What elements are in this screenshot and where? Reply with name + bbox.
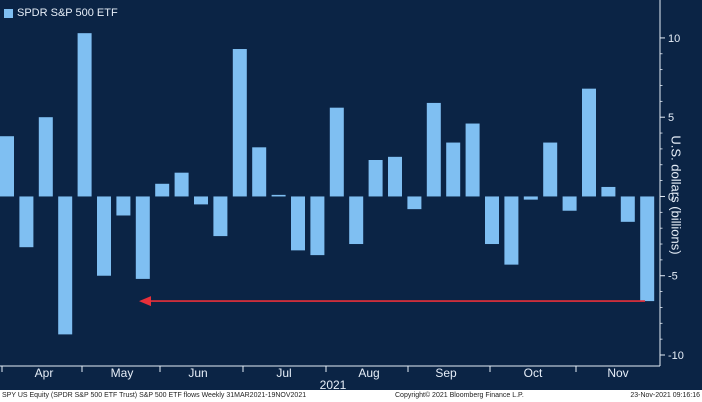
bar (368, 160, 383, 197)
bar (582, 88, 596, 197)
bar (58, 196, 73, 335)
bar (232, 49, 247, 197)
bar (388, 156, 402, 197)
x-month-label: Jul (276, 366, 291, 380)
bar (407, 196, 422, 210)
arrow-head (139, 296, 151, 307)
bar (38, 117, 53, 197)
y-tick-label: -10 (668, 350, 684, 362)
y-tick-label: 10 (668, 33, 680, 45)
y-tick-label: 0 (668, 191, 674, 203)
bar (174, 172, 189, 197)
bar (446, 142, 461, 197)
bar (640, 196, 655, 302)
x-month-label: May (111, 366, 134, 380)
bar (194, 196, 208, 205)
x-axis-title: 2021 (320, 378, 347, 390)
bar (97, 196, 111, 276)
x-month-label: Sep (435, 366, 457, 380)
bar (77, 33, 92, 197)
y-tick-label: 5 (668, 112, 674, 124)
bar (543, 142, 558, 197)
bar (465, 123, 480, 197)
bar (213, 196, 228, 237)
footer-source: SPY US Equity (SPDR S&P 500 ETF Trust) S… (2, 392, 307, 399)
y-axis-title: U.S. dollars (billions) (668, 135, 684, 255)
bar (620, 196, 635, 222)
bar (155, 183, 170, 197)
x-month-label: Aug (358, 366, 379, 380)
bar (0, 136, 14, 197)
y-tick-label: -5 (668, 271, 678, 283)
x-month-label: Apr (35, 366, 54, 380)
bar (329, 107, 344, 197)
chart: 10 5 0 -5 -10 Apr May Jun Jul Aug Sep Oct Nov 2021 (0, 0, 684, 390)
bar (562, 196, 577, 211)
legend: SPDR S&P 500 ETF (4, 7, 118, 19)
bar (271, 194, 286, 197)
bar (485, 196, 499, 245)
x-month-label: Jun (188, 366, 207, 380)
bar (291, 196, 305, 251)
bar (426, 102, 441, 197)
bar (252, 147, 267, 197)
bar (116, 196, 131, 216)
bar (349, 196, 364, 245)
footer-copyright: Copyright© 2021 Bloomberg Finance L.P. (395, 392, 524, 399)
bar (601, 186, 616, 197)
bar (310, 196, 325, 256)
footer-timestamp: 23-Nov-2021 09:16:16 (630, 392, 700, 399)
x-month-label: Oct (524, 366, 543, 380)
bar (523, 196, 538, 200)
bar (504, 196, 519, 265)
x-month-label: Nov (607, 366, 628, 380)
bar (19, 196, 34, 248)
footer: SPY US Equity (SPDR S&P 500 ETF Trust) S… (0, 390, 702, 402)
bar (135, 196, 150, 279)
legend-label: SPDR S&P 500 ETF (17, 7, 118, 19)
legend-swatch (4, 8, 13, 18)
